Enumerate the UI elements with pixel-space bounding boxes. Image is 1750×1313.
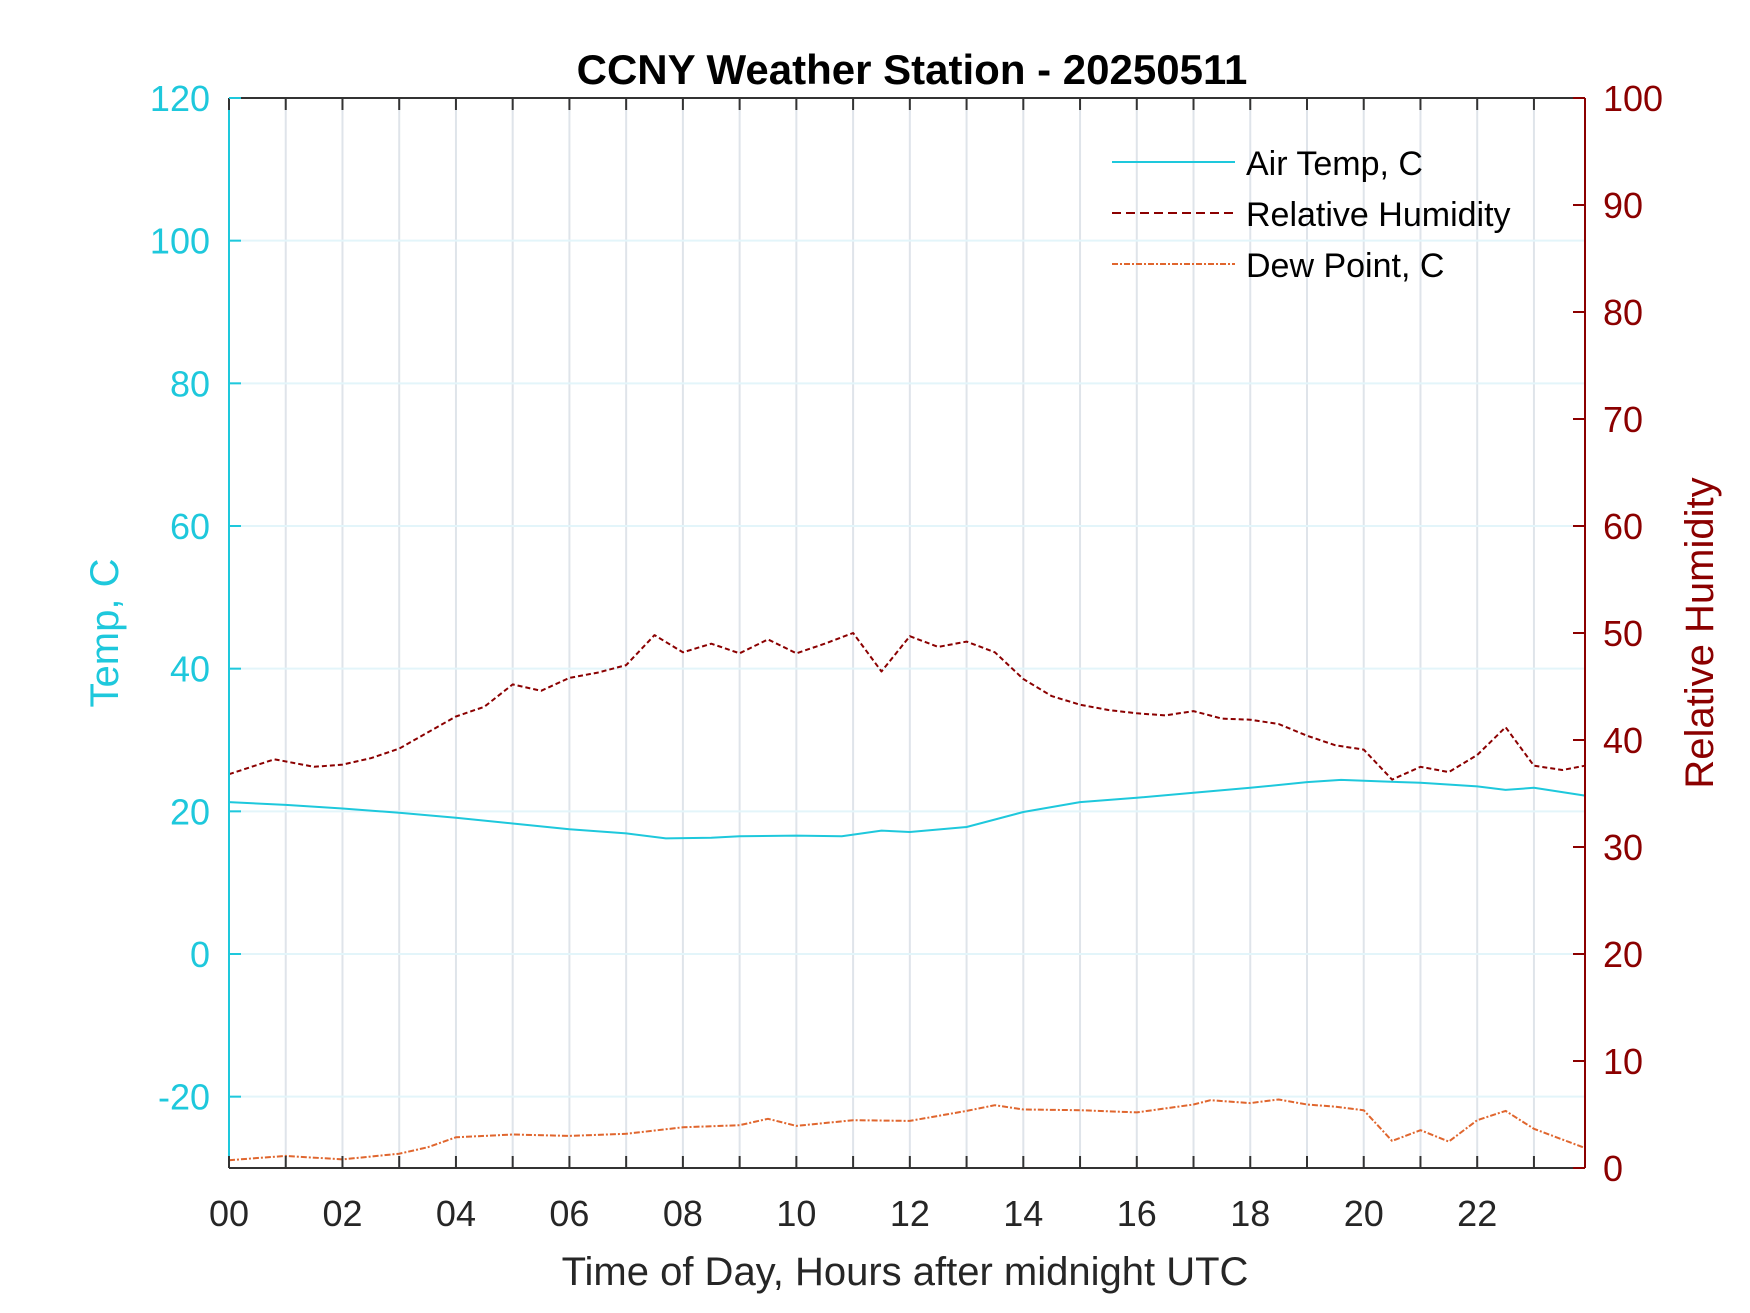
tick-labels: 00 02 04 06 08 10 12 14 16 18 20 22-200204060801001… — [150, 78, 1663, 1234]
x-tick-label-04: 04 — [436, 1193, 476, 1234]
legend-label-relative-humidity: Relative Humidity — [1246, 196, 1511, 234]
x-tick-label-18: 18 — [1230, 1193, 1270, 1234]
x-tick-label-12: 12 — [890, 1193, 930, 1234]
x-tick-label-06: 06 — [549, 1193, 589, 1234]
legend-label-air-temp: Air Temp, C — [1246, 145, 1423, 183]
x-tick-label-02: 02 — [322, 1193, 362, 1234]
y-left-tick-label-120: 120 — [150, 78, 210, 119]
y-right-tick-label-80: 80 — [1603, 292, 1643, 333]
x-axis-label: Time of Day, Hours after midnight UTC — [562, 1250, 1249, 1294]
y-axis-left-label: Temp, C — [83, 559, 127, 708]
y-axis-right-label: Relative Humidity — [1678, 477, 1722, 788]
series-lines — [228, 632, 1586, 1162]
y-right-tick-label-0: 0 — [1603, 1148, 1623, 1189]
y-right-tick-label-90: 90 — [1603, 185, 1643, 226]
y-left-tick-label-0: 0 — [190, 934, 210, 975]
series-line-dew-point-c — [228, 1098, 1586, 1162]
x-tick-label-08: 08 — [663, 1193, 703, 1234]
y-right-tick-label-40: 40 — [1603, 720, 1643, 761]
x-tick-label-22: 22 — [1457, 1193, 1497, 1234]
y-right-tick-label-20: 20 — [1603, 934, 1643, 975]
y-right-tick-label-70: 70 — [1603, 399, 1643, 440]
axes — [228, 97, 1586, 1169]
legend: Air Temp, C Relative Humidity Dew Point,… — [1112, 145, 1511, 285]
x-tick-label-00: 00 — [209, 1193, 249, 1234]
y-left-tick-label-40: 40 — [170, 649, 210, 690]
x-tick-label-16: 16 — [1117, 1193, 1157, 1234]
y-right-tick-label-100: 100 — [1603, 78, 1663, 119]
chart-title: CCNY Weather Station - 20250511 — [577, 46, 1248, 93]
y-left-tick-label--20: -20 — [158, 1077, 210, 1118]
x-tick-label-10: 10 — [776, 1193, 816, 1234]
y-left-tick-label-100: 100 — [150, 221, 210, 262]
legend-label-dew-point: Dew Point, C — [1246, 247, 1444, 285]
x-tick-label-20: 20 — [1344, 1193, 1384, 1234]
y-right-tick-label-30: 30 — [1603, 827, 1643, 868]
y-left-tick-label-60: 60 — [170, 506, 210, 547]
y-right-tick-label-60: 60 — [1603, 506, 1643, 547]
y-left-tick-label-80: 80 — [170, 363, 210, 404]
y-left-tick-label-20: 20 — [170, 791, 210, 832]
x-tick-label-14: 14 — [1003, 1193, 1043, 1234]
series-line-air-temp-c — [228, 778, 1586, 840]
y-right-tick-label-50: 50 — [1603, 613, 1643, 654]
y-right-tick-label-10: 10 — [1603, 1041, 1643, 1082]
series-line-relative-humidity — [228, 632, 1586, 781]
